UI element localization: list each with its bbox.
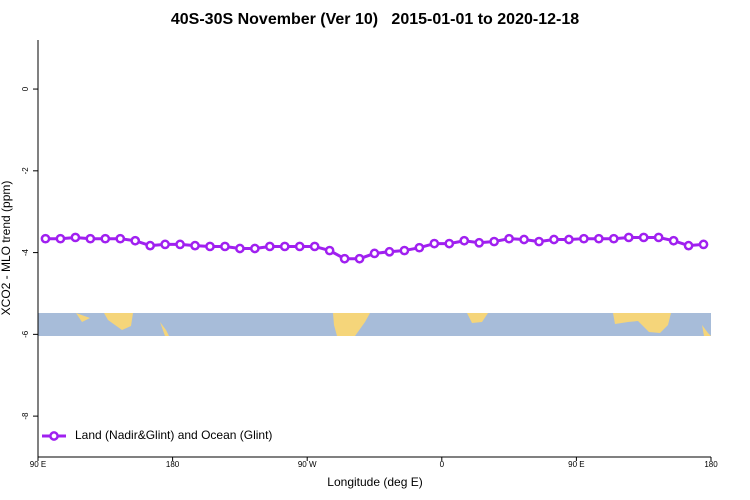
x-axis-label: Longitude (deg E) (327, 475, 422, 489)
data-point (55, 233, 66, 244)
data-point (145, 240, 156, 251)
y-tick-label: 0 (21, 86, 30, 91)
y-tick-label: -4 (21, 248, 30, 256)
data-point (235, 243, 245, 254)
data-point (220, 241, 230, 252)
x-tick-label: 180 (166, 460, 180, 469)
data-point (489, 236, 499, 247)
data-point (698, 239, 709, 250)
data-point (534, 236, 544, 247)
data-point (190, 240, 200, 251)
data-point (579, 233, 589, 244)
data-point (504, 233, 514, 244)
data-point (384, 246, 395, 257)
data-point (623, 232, 634, 243)
data-point (369, 248, 380, 259)
data-point (130, 235, 141, 246)
y-axis-label: XCO2 - MLO trend (ppm) (0, 181, 13, 316)
data-point (593, 233, 604, 244)
chart-title: 40S-30S November (Ver 10) 2015-01-01 to … (171, 11, 579, 28)
data-point (564, 234, 574, 245)
data-point (683, 240, 694, 251)
x-tick-label: 180 (704, 460, 718, 469)
data-point (205, 241, 215, 252)
data-point (638, 232, 649, 243)
data-point (474, 237, 485, 248)
x-tick-label: 90 E (30, 460, 46, 469)
data-point (324, 245, 335, 256)
data-point (309, 241, 320, 252)
x-tick-label: 90 W (298, 460, 317, 469)
data-point (115, 233, 126, 244)
y-tick-label: -6 (21, 330, 30, 338)
data-point (294, 241, 305, 252)
data-point (608, 233, 619, 244)
data-point (668, 235, 679, 246)
map-strip (38, 313, 711, 336)
data-point (339, 253, 350, 264)
legend-marker (49, 431, 59, 441)
x-tick-label: 90 E (568, 460, 584, 469)
data-point (279, 241, 290, 252)
y-tick-label: -2 (21, 167, 30, 175)
legend-label: Land (Nadir&Glint) and Ocean (Glint) (75, 428, 272, 442)
data-point (354, 253, 365, 264)
data-point (264, 241, 275, 252)
data-point (70, 232, 81, 243)
y-tick-label: -8 (21, 412, 30, 420)
data-point (100, 233, 111, 244)
data-point (459, 235, 470, 246)
data-point (175, 239, 185, 250)
data-point (653, 232, 664, 243)
data-point (399, 245, 410, 256)
data-point (85, 233, 96, 244)
data-point (414, 242, 425, 253)
data-point (429, 238, 440, 249)
x-tick-label: 0 (440, 460, 445, 469)
data-point (40, 233, 51, 244)
data-point (444, 238, 455, 249)
data-point (250, 243, 260, 254)
data-point (160, 239, 170, 250)
data-point (519, 234, 529, 245)
data-point (549, 234, 559, 245)
